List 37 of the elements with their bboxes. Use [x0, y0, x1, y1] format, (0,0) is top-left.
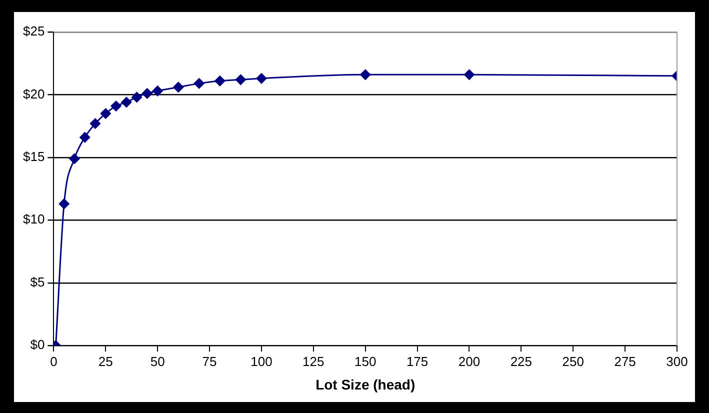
point: [214, 76, 226, 86]
y-tick-label: $5: [30, 274, 45, 290]
x-tick-label: 225: [510, 354, 532, 369]
y-tick-label: $0: [30, 337, 45, 352]
point: [90, 118, 100, 129]
x-tick-label: 100: [250, 354, 272, 369]
x-tick-label: 75: [202, 354, 217, 369]
point: [121, 96, 132, 108]
x-tick-label: 125: [302, 354, 324, 369]
x-tick-label: 200: [458, 354, 480, 369]
point: [142, 88, 152, 99]
point: [58, 198, 70, 210]
x-tick-label: 275: [614, 354, 636, 369]
y-tick-label: $25: [22, 24, 45, 39]
point: [80, 132, 90, 143]
point: [194, 78, 204, 89]
x-tick-label: 300: [666, 354, 688, 369]
point: [132, 92, 142, 102]
x-tick-label: 50: [150, 354, 165, 369]
point: [100, 108, 111, 119]
point: [173, 82, 184, 92]
point: [464, 69, 474, 80]
x-tick-label: 150: [354, 354, 376, 369]
y-tick-label: $20: [22, 86, 45, 102]
point: [360, 69, 371, 80]
point: [69, 153, 80, 164]
y-tick-label: $15: [22, 149, 45, 164]
x-axis-title: Lot Size (head): [316, 376, 416, 392]
x-tick-label: 0: [50, 354, 58, 369]
point: [110, 100, 122, 112]
point: [235, 74, 246, 85]
x-tick-label: 250: [562, 354, 584, 369]
y-tick-label: $10: [22, 212, 45, 227]
point: [256, 73, 267, 84]
x-tick-label: 175: [406, 354, 428, 369]
x-tick-label: 25: [98, 354, 113, 369]
point: [152, 86, 163, 96]
